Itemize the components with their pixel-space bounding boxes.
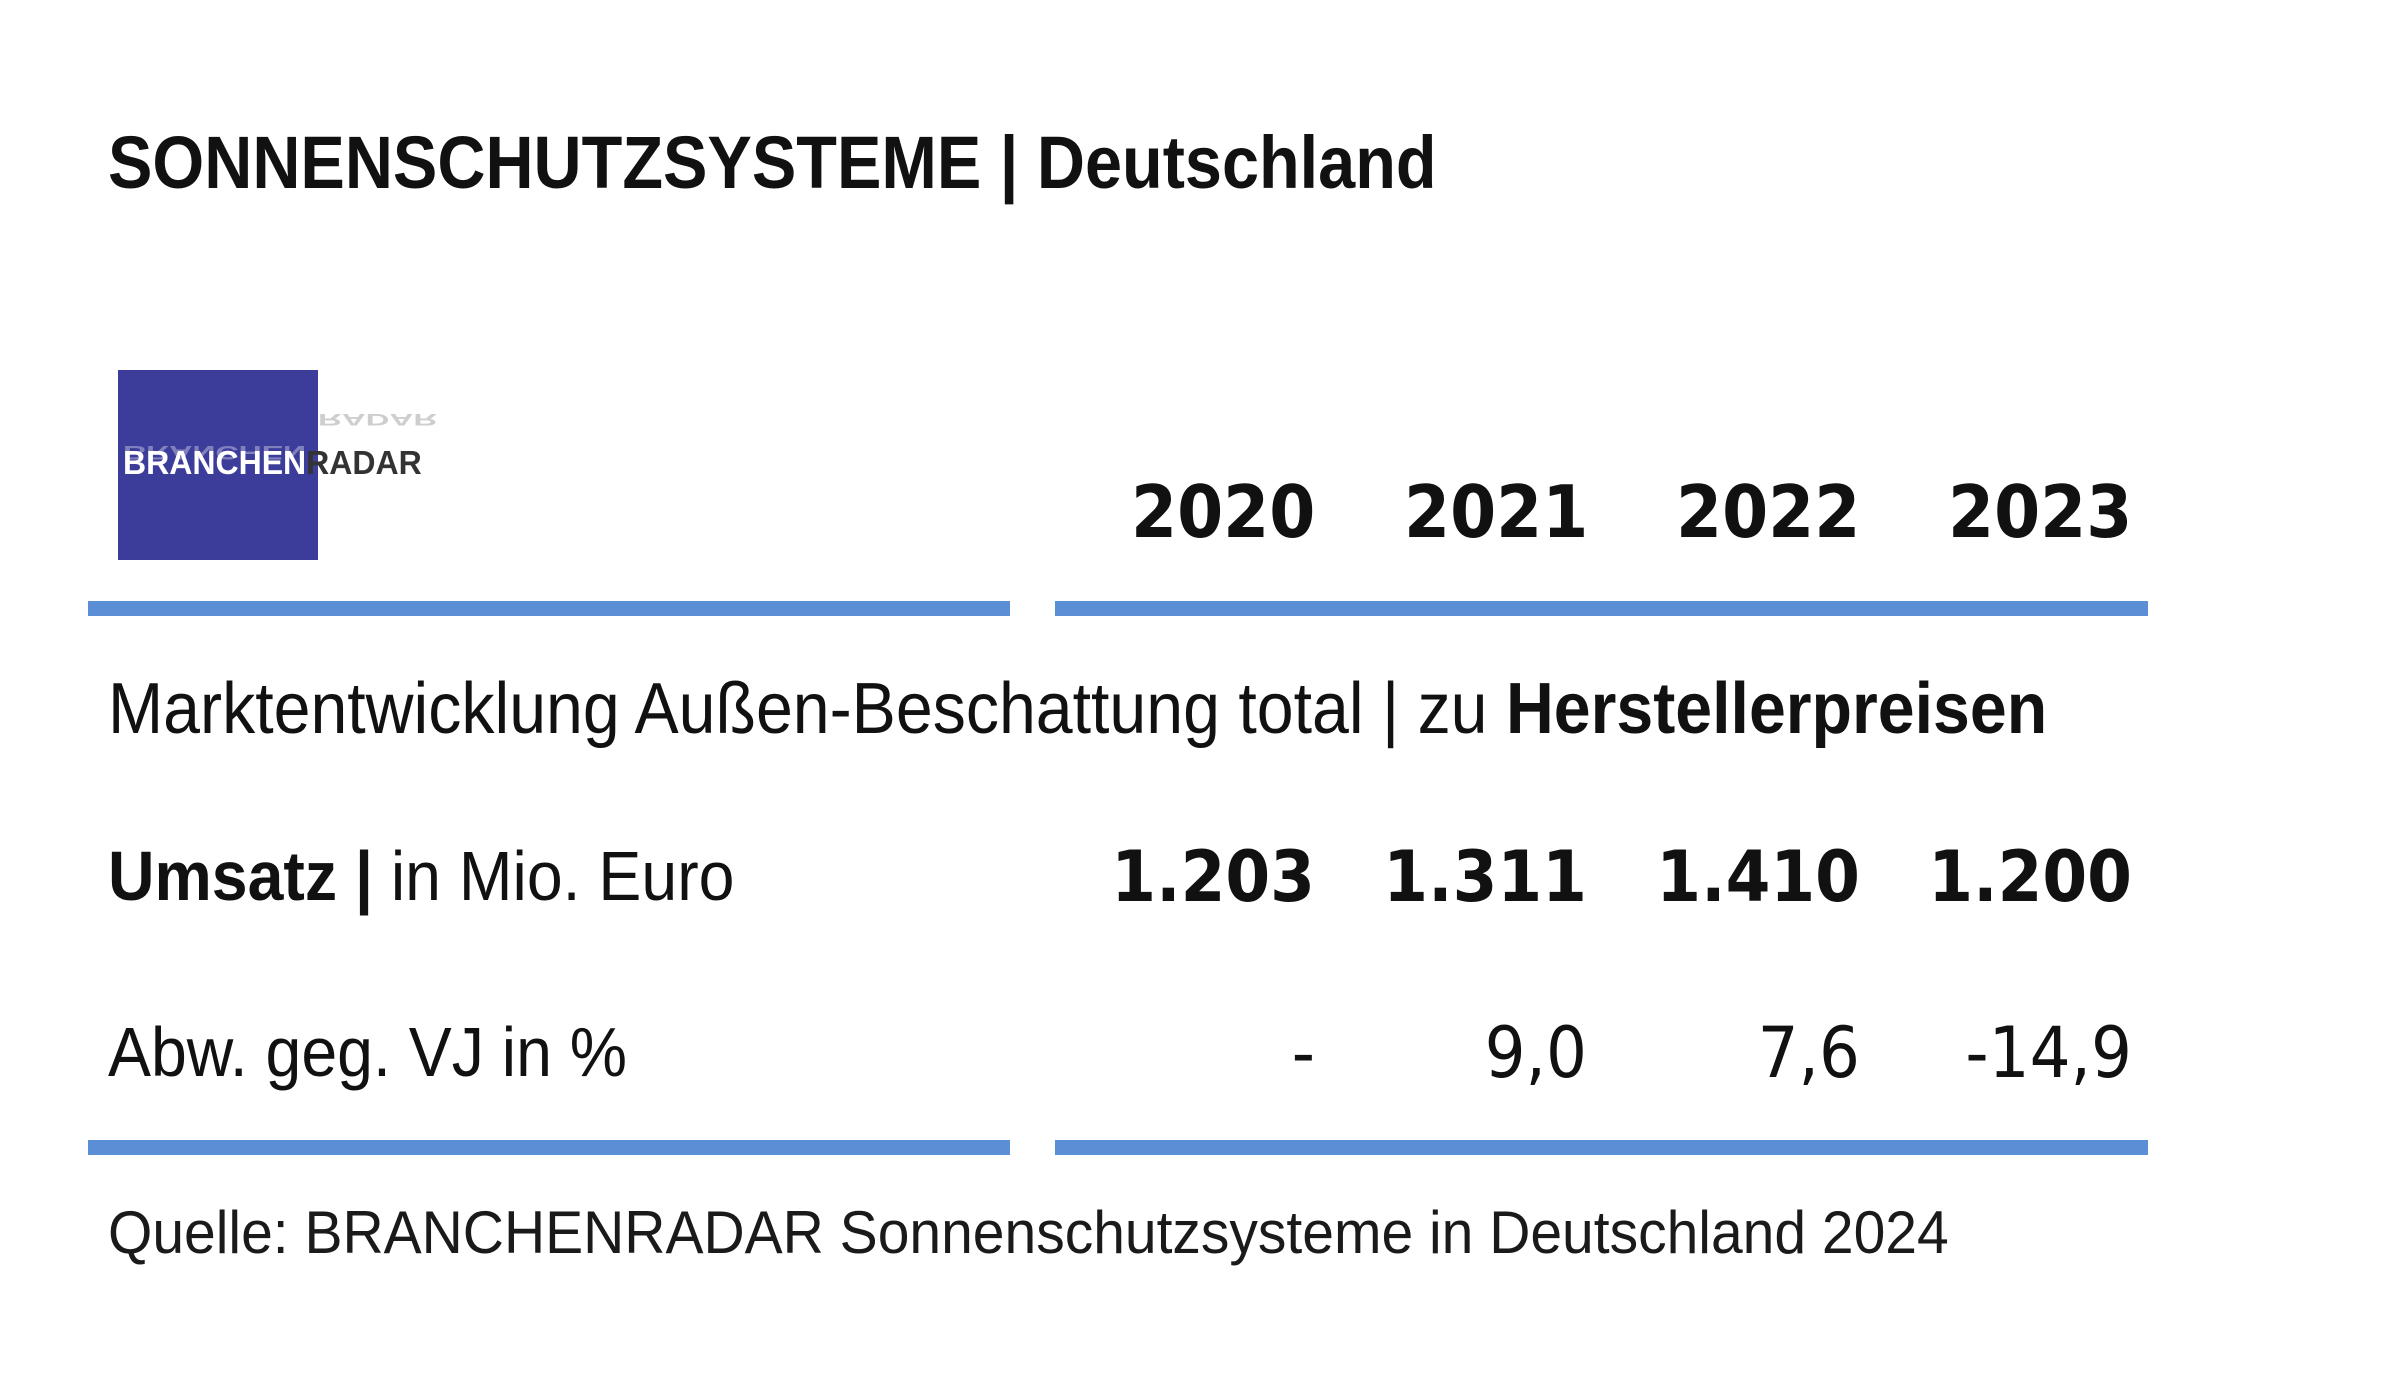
table-cell: -	[1291, 1012, 1315, 1094]
logo-part-branchen: BRANCHEN	[123, 444, 307, 481]
page-title: SONNENSCHUTZSYSTEME | Deutschland	[108, 121, 1437, 204]
column-header-year: 2020	[1131, 470, 1316, 554]
source-note: Quelle: BRANCHENRADAR Sonnenschutzsystem…	[108, 1199, 1949, 1266]
table-cell: -14,9	[1965, 1012, 2132, 1094]
header-rule-left	[88, 601, 1010, 616]
logo-part-radar: RADAR	[306, 444, 422, 481]
row-label-umsatz: Umsatz | in Mio. Euro	[108, 836, 734, 916]
subtitle-emphasis: Herstellerpreisen	[1505, 669, 2048, 749]
table-subtitle: Marktentwicklung Außen-Beschattung total…	[108, 668, 2047, 750]
column-header-year: 2023	[1948, 470, 2133, 554]
footer-rule-right	[1055, 1140, 2148, 1155]
header-rule-right	[1055, 601, 2148, 616]
table-cell: 1.200	[1928, 836, 2132, 918]
branchenradar-logo	[118, 370, 318, 560]
row-label-change: Abw. geg. VJ in %	[108, 1013, 628, 1091]
logo-wordmark: BRANCHENRADAR	[123, 444, 422, 482]
table-cell: 9,0	[1484, 1012, 1587, 1094]
table-cell: 7,6	[1757, 1012, 1860, 1094]
row-label-umsatz-bold: Umsatz |	[108, 837, 373, 915]
logo-reflection-2: RADAR	[318, 410, 438, 430]
table-cell: 1.311	[1383, 836, 1587, 918]
subtitle-text: Marktentwicklung Außen-Beschattung total…	[108, 669, 1506, 749]
column-header-year: 2021	[1404, 470, 1589, 554]
row-label-umsatz-unit: in Mio. Euro	[372, 837, 735, 915]
table-cell: 1.203	[1111, 836, 1315, 918]
footer-rule-left	[88, 1140, 1010, 1155]
table-cell: 1.410	[1656, 836, 1860, 918]
column-header-year: 2022	[1676, 470, 1861, 554]
